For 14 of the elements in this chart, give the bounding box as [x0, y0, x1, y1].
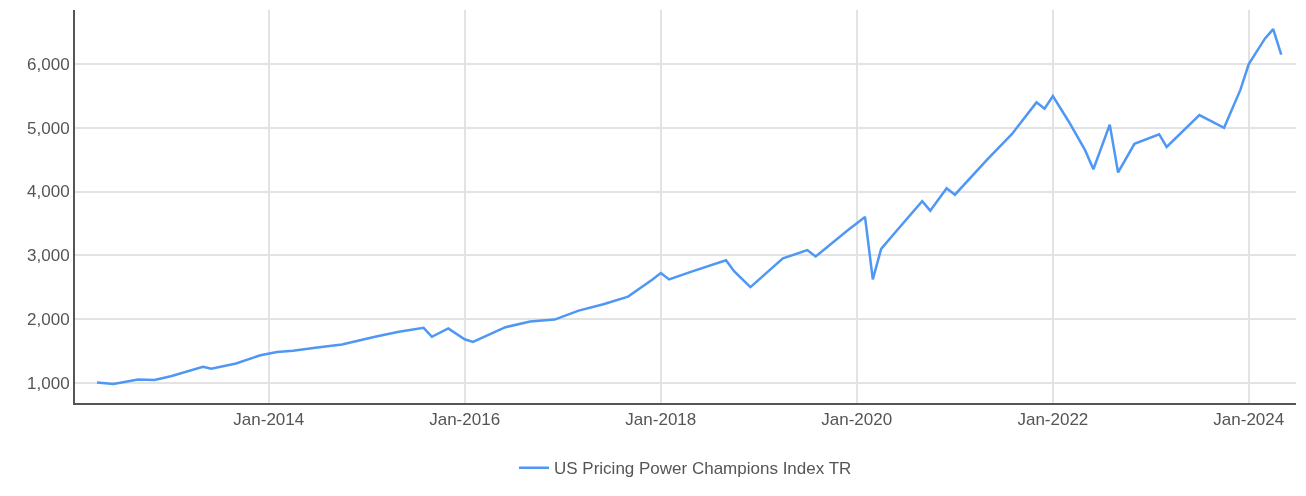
x-tick-label: Jan-2018 [625, 410, 697, 430]
y-tick-label: 6,000 [27, 55, 70, 75]
x-tick-label: Jan-2022 [1017, 410, 1089, 430]
x-tick-label: Jan-2020 [821, 410, 893, 430]
line-series [95, 27, 1283, 386]
legend-label: US Pricing Power Champions Index TR [554, 459, 852, 479]
y-tick-label: 1,000 [27, 373, 70, 393]
y-tick-label: 5,000 [27, 118, 70, 138]
y-tick-label: 3,000 [27, 246, 70, 266]
x-tick-label: Jan-2016 [429, 410, 501, 430]
x-tick-label: Jan-2024 [1213, 410, 1285, 430]
y-tick-label: 4,000 [27, 182, 70, 202]
x-tick-label: Jan-2014 [233, 410, 305, 430]
y-tick-label: 2,000 [27, 309, 70, 329]
